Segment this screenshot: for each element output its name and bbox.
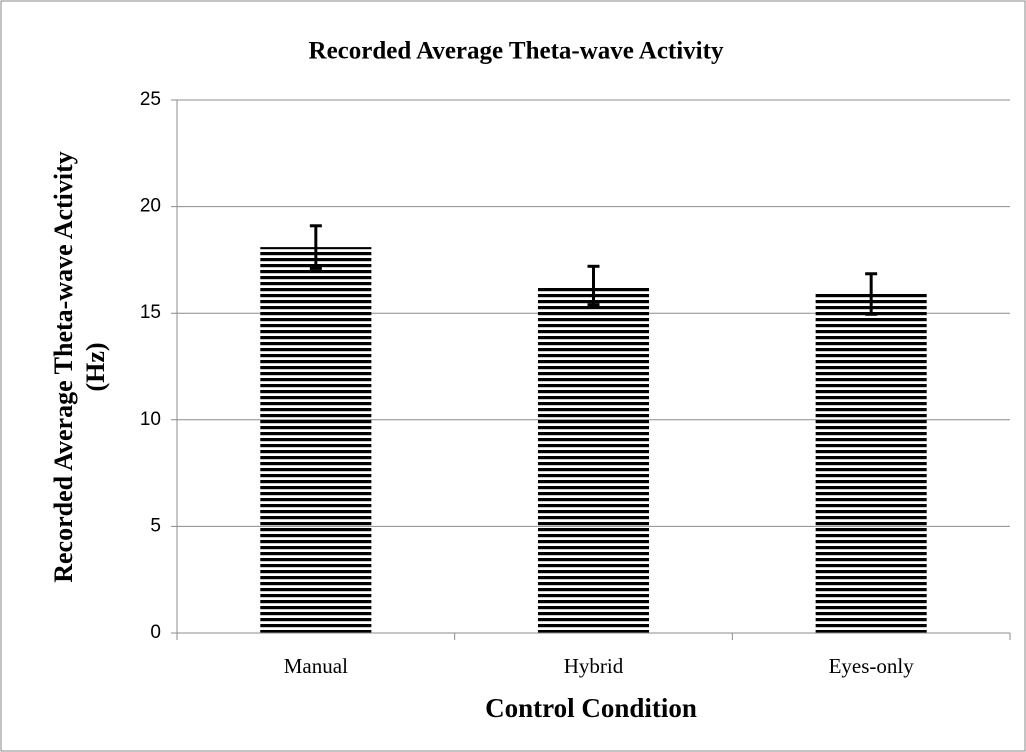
y-axis-label: Recorded Average Theta-wave Activity (Hz…: [49, 151, 110, 583]
y-tick-label: 0: [150, 622, 161, 643]
y-axis-label-line: (Hz): [81, 342, 110, 391]
error-bar: [865, 272, 878, 316]
y-tick-label: 5: [150, 515, 161, 536]
x-tick-label: Hybrid: [564, 654, 624, 678]
y-tick-label: 15: [140, 302, 161, 323]
bar: [260, 247, 372, 633]
x-tick-label: Eyes-only: [829, 654, 915, 678]
y-tick-label: 25: [140, 89, 161, 110]
x-axis-label: Control Condition: [485, 693, 697, 723]
bar: [815, 294, 927, 633]
y-tick-label: 10: [140, 409, 161, 430]
x-tick-label: Manual: [284, 654, 348, 678]
chart-title: Recorded Average Theta-wave Activity: [309, 38, 724, 65]
error-bar: [309, 224, 322, 270]
y-tick-label: 20: [140, 196, 161, 217]
y-axis-label-line: Recorded Average Theta-wave Activity: [49, 151, 78, 583]
bar: [537, 285, 650, 633]
error-bar: [587, 264, 600, 307]
